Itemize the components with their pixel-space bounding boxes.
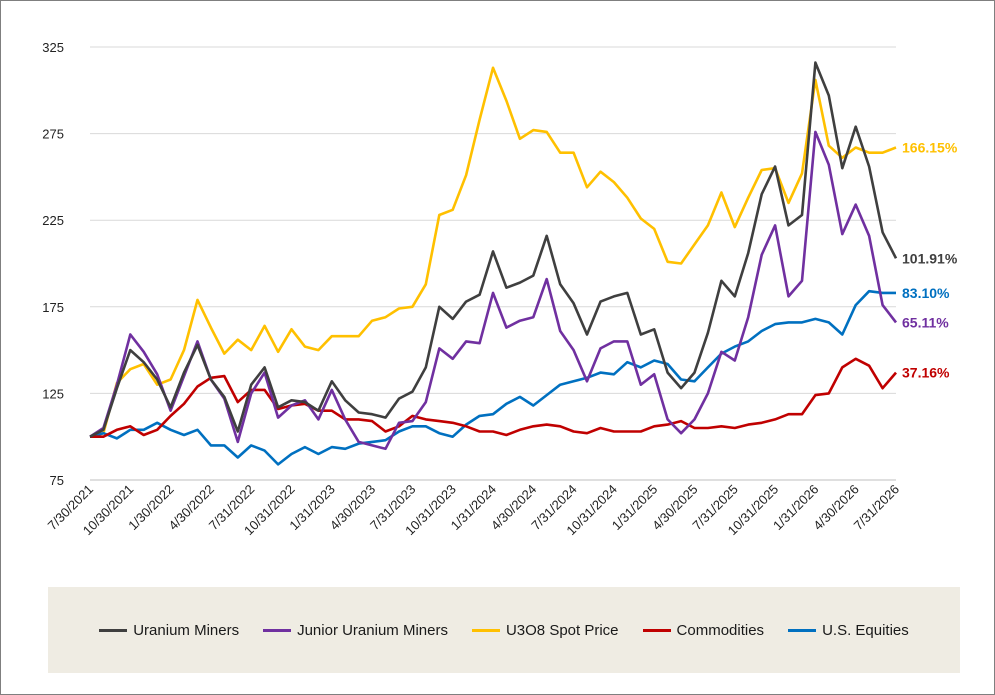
legend: Uranium Miners Junior Uranium Miners U3O8 … [48,587,960,673]
end-label: 65.11% [902,314,949,330]
y-tick-label: 325 [42,40,64,55]
series-line-u3o8-spot-price [89,66,897,438]
x-axis-ticks: 7/30/202110/30/20211/30/20224/30/20227/3… [45,482,903,539]
legend-swatch [788,628,817,632]
end-label: 37.16% [902,365,950,381]
series-line-junior-uranium-miners [89,130,898,451]
end-label: 101.91% [902,250,958,266]
legend-swatch [642,628,671,632]
end-label: 166.15% [902,139,958,155]
line-chart: 75 125 175 225 275 325 7/30/202110/30/20211/3… [42,40,958,539]
legend-item: Commodities [642,621,765,639]
y-tick-label: 275 [42,127,64,142]
legend-label: Uranium Miners [133,621,240,639]
y-axis-ticks: 75 125 175 225 275 325 [42,40,64,488]
legend-label: Junior Uranium Miners [297,621,448,639]
legend-swatch [263,628,292,632]
y-tick-label: 225 [42,213,64,228]
series-line-commodities [90,357,897,439]
legend-swatch [99,628,128,632]
y-tick-label: 125 [42,386,64,401]
y-tick-label: 175 [42,300,64,315]
legend-item: U.S. Equities [788,622,909,639]
series-line-u-s-equities [89,289,896,466]
series-line-uranium-miners [89,61,898,438]
end-label: 83.10% [902,285,950,301]
legend-item: U3O8 Spot Price [471,621,619,639]
y-tick-label: 75 [50,473,64,488]
gridlines [90,46,896,481]
legend-label: U3O8 Spot Price [505,621,619,639]
legend-swatch [471,628,500,632]
legend-label: Commodities [676,621,765,639]
legend-label: U.S. Equities [822,621,909,639]
legend-row: Uranium Miners Junior Uranium Miners U3O8 … [48,587,960,673]
end-labels: 101.91% 65.11% 166.15% 37.16% 83.10% [902,139,958,380]
legend-item: Junior Uranium Miners [263,622,448,639]
legend-item: Uranium Miners [99,622,239,639]
series-lines [89,61,898,466]
